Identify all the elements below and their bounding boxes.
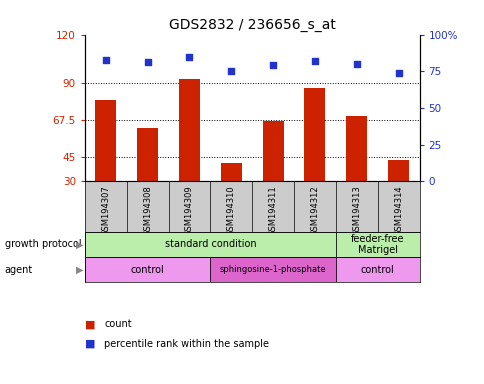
Text: GSM194314: GSM194314 [393,185,402,236]
Bar [304,88,325,181]
Bar [85,232,335,257]
Point [227,68,235,74]
Bar [335,257,419,282]
Text: growth protocol: growth protocol [5,239,81,249]
Bar [85,257,210,282]
Bar [387,160,408,181]
Text: control: control [131,265,164,275]
Text: GSM194313: GSM194313 [351,185,361,236]
Text: GSM194308: GSM194308 [143,185,152,236]
Point [102,56,109,63]
Bar [220,164,241,181]
Bar [137,127,158,181]
Text: count: count [104,319,132,329]
Text: GSM194309: GSM194309 [184,185,194,236]
Text: GSM194312: GSM194312 [310,185,319,236]
Bar [262,121,283,181]
Text: GSM194307: GSM194307 [101,185,110,236]
Text: feeder-free
Matrigel: feeder-free Matrigel [350,233,404,255]
Point [394,70,402,76]
Text: ■: ■ [85,339,95,349]
Bar [210,257,335,282]
Point [269,62,276,68]
Point [310,58,318,64]
Point [185,53,193,60]
Text: agent: agent [5,265,33,275]
Title: GDS2832 / 236656_s_at: GDS2832 / 236656_s_at [168,18,335,32]
Point [143,60,151,66]
Text: percentile rank within the sample: percentile rank within the sample [104,339,269,349]
Point [352,61,360,67]
Bar [335,232,419,257]
Text: ■: ■ [85,319,95,329]
Text: ▶: ▶ [76,265,84,275]
Text: standard condition: standard condition [164,239,256,249]
Bar [95,100,116,181]
Text: ▶: ▶ [76,239,84,249]
Text: GSM194311: GSM194311 [268,185,277,236]
Bar [346,116,366,181]
Text: sphingosine-1-phosphate: sphingosine-1-phosphate [219,265,326,274]
Text: control: control [360,265,394,275]
Bar [179,79,199,181]
Text: GSM194310: GSM194310 [227,185,235,236]
